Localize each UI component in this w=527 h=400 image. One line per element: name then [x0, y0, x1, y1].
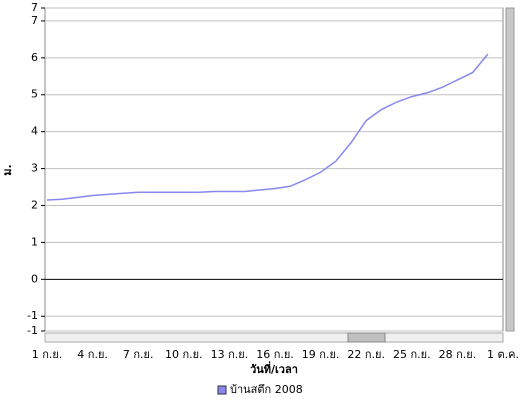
y-axis-label: ม.: [1, 164, 14, 175]
y-tick-label: 7: [31, 14, 38, 27]
y-tick-label: -1: [27, 309, 38, 322]
x-tick-label: 1 ต.ค.: [487, 348, 519, 361]
x-tick-label: 25 ก.ย.: [393, 348, 431, 361]
x-tick-label: 19 ก.ย.: [302, 348, 340, 361]
plot-area: [44, 7, 504, 332]
legend-label: บ้านสตึก 2008: [230, 383, 303, 396]
y-tick-label: -1: [27, 324, 38, 337]
x-tick-label: 22 ก.ย.: [347, 348, 385, 361]
y-tick-label: 5: [31, 88, 38, 101]
x-tick-label: 7 ก.ย.: [123, 348, 154, 361]
y-tick-label: 3: [31, 162, 38, 175]
legend-swatch: [217, 385, 227, 395]
x-tick-label: 16 ก.ย.: [256, 348, 294, 361]
scrollbar-thumb[interactable]: [347, 332, 386, 343]
x-tick-label: 13 ก.ย.: [211, 348, 249, 361]
y-tick-label: 2: [31, 198, 38, 211]
y-tick-label: 4: [31, 125, 38, 138]
y-tick-label: 7: [31, 1, 38, 14]
y-tick-label: 0: [31, 272, 38, 285]
y-tick-label: 1: [31, 235, 38, 248]
x-tick-label: 1 ก.ย.: [32, 348, 63, 361]
horizontal-scrollbar[interactable]: [44, 332, 504, 343]
x-tick-label: 10 ก.ย.: [165, 348, 203, 361]
y-tick-label: 6: [31, 51, 38, 64]
x-tick-label: 4 ก.ย.: [77, 348, 108, 361]
x-axis-label: วันที่/เวลา: [250, 361, 298, 376]
vertical-scrollbar[interactable]: [505, 7, 515, 332]
data-line: [46, 53, 489, 201]
x-tick-label: 28 ก.ย.: [439, 348, 477, 361]
